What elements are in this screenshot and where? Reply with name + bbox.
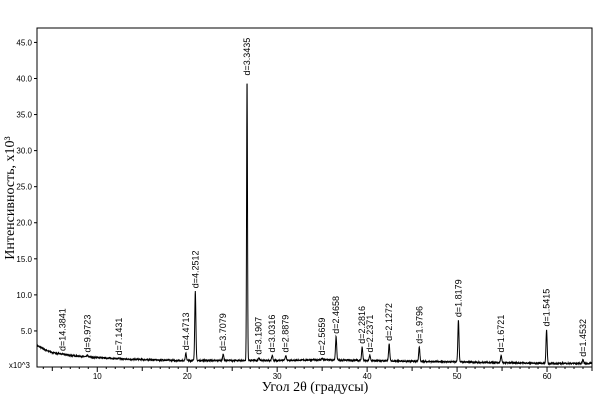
- y-axis: 5.0 10.0 15.0 20.0 25.0 30.0 35.0 40.0 45.0: [16, 38, 37, 336]
- peak-d-spacing-label: d=3.3435: [242, 38, 252, 76]
- peak-d-spacing-label: d=7.1431: [114, 318, 124, 356]
- x-tick-label: 30: [273, 372, 282, 381]
- peak-d-spacing-label: d=14.3841: [58, 308, 68, 351]
- peak-d-spacing-label: d=2.4658: [331, 296, 341, 334]
- x-tick-label: 60: [543, 372, 552, 381]
- y-tick-label: 40.0: [16, 74, 32, 83]
- peak-d-spacing-label: d=1.9796: [414, 306, 424, 344]
- y-tick-label: 25.0: [16, 183, 32, 192]
- x-axis: 10 20 30 40 50 60: [42, 367, 593, 381]
- peak-d-spacing-label: d=2.2371: [365, 315, 375, 353]
- peak-d-spacing-label: d=3.7079: [218, 313, 228, 351]
- y-tick-label: 35.0: [16, 111, 32, 120]
- peak-d-spacing-label: d=1.6721: [496, 315, 506, 353]
- peak-d-spacing-label: d=2.2816: [357, 306, 367, 344]
- peak-d-spacing-label: d=4.2512: [190, 250, 200, 288]
- x-tick-label: 20: [183, 372, 192, 381]
- peak-d-spacing-label: d=2.1272: [384, 303, 394, 341]
- y-tick-label: 45.0: [16, 38, 32, 47]
- y-tick-label: 5.0: [21, 327, 33, 336]
- peak-d-spacing-label: d=1.8179: [453, 279, 463, 317]
- y-tick-label: 10.0: [16, 291, 32, 300]
- y-tick-label: 30.0: [16, 147, 32, 156]
- x-tick-label: 50: [453, 372, 462, 381]
- plot-frame: [36, 27, 593, 368]
- y-axis-title: Интенсивность, x10³: [3, 136, 18, 260]
- x-tick-label: 40: [363, 372, 372, 381]
- peak-labels: d=14.3841 d=9.9723 d=7.1431 d=4.4713 d=4.251…: [58, 38, 588, 357]
- peak-d-spacing-label: d=3.0316: [267, 315, 277, 353]
- peak-d-spacing-label: d=2.8879: [281, 315, 291, 353]
- x-axis-title: Угол 2θ (градусы): [262, 380, 369, 395]
- peak-d-spacing-label: d=2.5659: [317, 318, 327, 356]
- y-multiplier-label: x10^3: [9, 361, 31, 370]
- peak-d-spacing-label: d=1.5415: [542, 289, 552, 327]
- y-tick-label: 15.0: [16, 255, 32, 264]
- peak-d-spacing-label: d=4.4713: [181, 313, 191, 351]
- diffraction-pattern-line: [36, 83, 593, 366]
- peak-d-spacing-label: d=1.4532: [578, 319, 588, 357]
- y-tick-label: 20.0: [16, 219, 32, 228]
- peak-d-spacing-label: d=3.1907: [254, 317, 264, 355]
- x-tick-label: 10: [93, 372, 102, 381]
- peak-d-spacing-label: d=9.9723: [82, 315, 92, 353]
